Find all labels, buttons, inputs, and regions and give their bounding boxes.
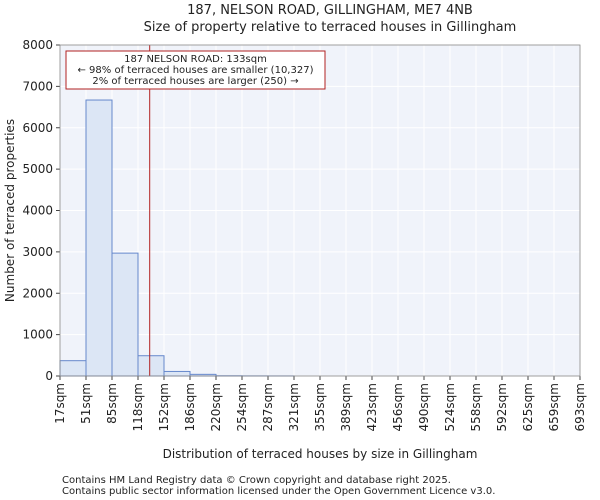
x-tick-label: 693sqm bbox=[573, 383, 587, 431]
x-tick-label: 389sqm bbox=[339, 383, 353, 431]
bar bbox=[59, 360, 87, 377]
x-tick-label: 85sqm bbox=[105, 383, 119, 424]
footer-line-2: Contains public sector information licen… bbox=[62, 486, 495, 497]
bar bbox=[85, 99, 113, 377]
chart-subtitle: Size of property relative to terraced ho… bbox=[144, 20, 517, 35]
x-tick-label: 592sqm bbox=[495, 383, 509, 431]
y-tick-label: 0 bbox=[45, 369, 53, 383]
chart-title: 187, NELSON ROAD, GILLINGHAM, ME7 4NB bbox=[187, 3, 473, 18]
x-tick-label: 456sqm bbox=[391, 383, 405, 431]
y-tick-label: 1000 bbox=[22, 328, 53, 342]
x-tick-label: 625sqm bbox=[521, 383, 535, 431]
x-tick-label: 51sqm bbox=[79, 383, 93, 424]
bar bbox=[163, 370, 191, 377]
annotation-box: 187 NELSON ROAD: 133sqm ← 98% of terrace… bbox=[65, 50, 326, 90]
bar bbox=[137, 355, 165, 377]
y-tick-label: 7000 bbox=[22, 79, 53, 93]
y-tick-label: 4000 bbox=[22, 204, 53, 218]
footer-line-1: Contains HM Land Registry data © Crown c… bbox=[62, 475, 451, 486]
x-tick-label: 423sqm bbox=[365, 383, 379, 431]
bar bbox=[111, 252, 139, 377]
x-tick-label: 152sqm bbox=[157, 383, 171, 431]
annotation-line-2: ← 98% of terraced houses are smaller (10… bbox=[78, 65, 314, 76]
y-tick-label: 6000 bbox=[22, 121, 53, 135]
plot-frame bbox=[59, 44, 581, 377]
y-axis: 0 1000 2000 3000 4000 5000 6000 7000 8000 bbox=[22, 38, 60, 383]
annotation-rect bbox=[65, 50, 326, 90]
y-tick-label: 5000 bbox=[22, 162, 53, 176]
x-tick-label: 558sqm bbox=[469, 383, 483, 431]
x-axis-label: Distribution of terraced houses by size … bbox=[163, 447, 478, 461]
x-tick-label: 355sqm bbox=[313, 383, 327, 431]
x-tick-label: 186sqm bbox=[183, 383, 197, 431]
y-tick-label: 2000 bbox=[22, 286, 53, 300]
x-axis: 17sqm 51sqm 85sqm 118sqm 152sqm 186sqm 220sqm 2… bbox=[53, 376, 587, 431]
x-tick-label: 659sqm bbox=[547, 383, 561, 431]
annotation-line-3: 2% of terraced houses are larger (250) → bbox=[92, 76, 298, 87]
bars-group bbox=[59, 99, 295, 377]
x-tick-label: 490sqm bbox=[417, 383, 431, 431]
x-tick-label: 17sqm bbox=[53, 383, 67, 424]
x-tick-label: 220sqm bbox=[209, 383, 223, 431]
y-tick-label: 8000 bbox=[22, 38, 53, 52]
x-tick-label: 118sqm bbox=[131, 383, 145, 431]
y-axis-label: Number of terraced properties bbox=[3, 119, 17, 302]
y-tick-label: 3000 bbox=[22, 245, 53, 259]
x-tick-label: 254sqm bbox=[235, 383, 249, 431]
x-tick-label: 287sqm bbox=[261, 383, 275, 431]
annotation-line-1: 187 NELSON ROAD: 133sqm bbox=[124, 54, 267, 65]
x-tick-label: 321sqm bbox=[287, 383, 301, 431]
x-tick-label: 524sqm bbox=[443, 383, 457, 431]
